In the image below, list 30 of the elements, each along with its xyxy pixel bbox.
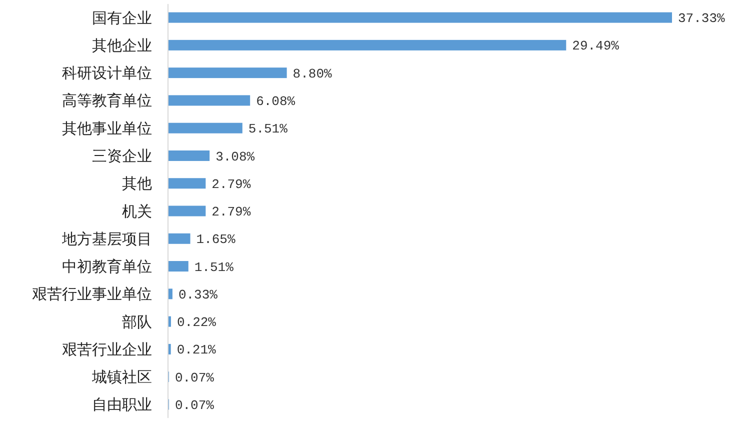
data-label: 0.33% (178, 287, 218, 302)
data-label: 29.49% (572, 38, 620, 54)
y-tick-label: 高等教育单位 (62, 92, 152, 110)
data-label: 0.07% (174, 398, 214, 414)
y-tick-label: 机关 (122, 202, 152, 220)
y-tick-label: 自由职业 (92, 396, 152, 414)
data-label: 6.08% (256, 94, 296, 110)
data-label: 3.08% (216, 149, 255, 164)
y-tick-label: 其他事业单位 (62, 119, 152, 138)
y-tick-label: 部队 (122, 312, 152, 331)
y-tick-label: 其他企业 (92, 36, 152, 54)
data-label: 37.33% (678, 11, 726, 26)
data-label: 2.79% (212, 204, 251, 220)
y-tick-label: 国有企业 (92, 8, 152, 27)
y-tick-label: 地方基层项目 (61, 230, 152, 248)
data-label: 0.22% (176, 315, 216, 330)
y-tick-label: 城镇社区 (91, 368, 152, 386)
y-tick-label: 其他 (122, 174, 152, 193)
y-tick-label: 中初教育单位 (62, 258, 152, 276)
data-label: 1.51% (194, 260, 234, 275)
y-tick-label: 科研设计单位 (62, 64, 152, 82)
data-label: 5.51% (248, 122, 288, 137)
y-tick-label: 艰苦行业事业单位 (32, 285, 152, 304)
data-label: 8.80% (292, 66, 332, 82)
y-tick-label: 艰苦行业企业 (62, 340, 152, 358)
data-label: 0.21% (176, 342, 216, 358)
data-label: 2.79% (212, 176, 251, 192)
data-label: 1.65% (196, 232, 236, 248)
data-label: 0.07% (174, 370, 214, 386)
y-tick-label: 三资企业 (92, 146, 152, 165)
